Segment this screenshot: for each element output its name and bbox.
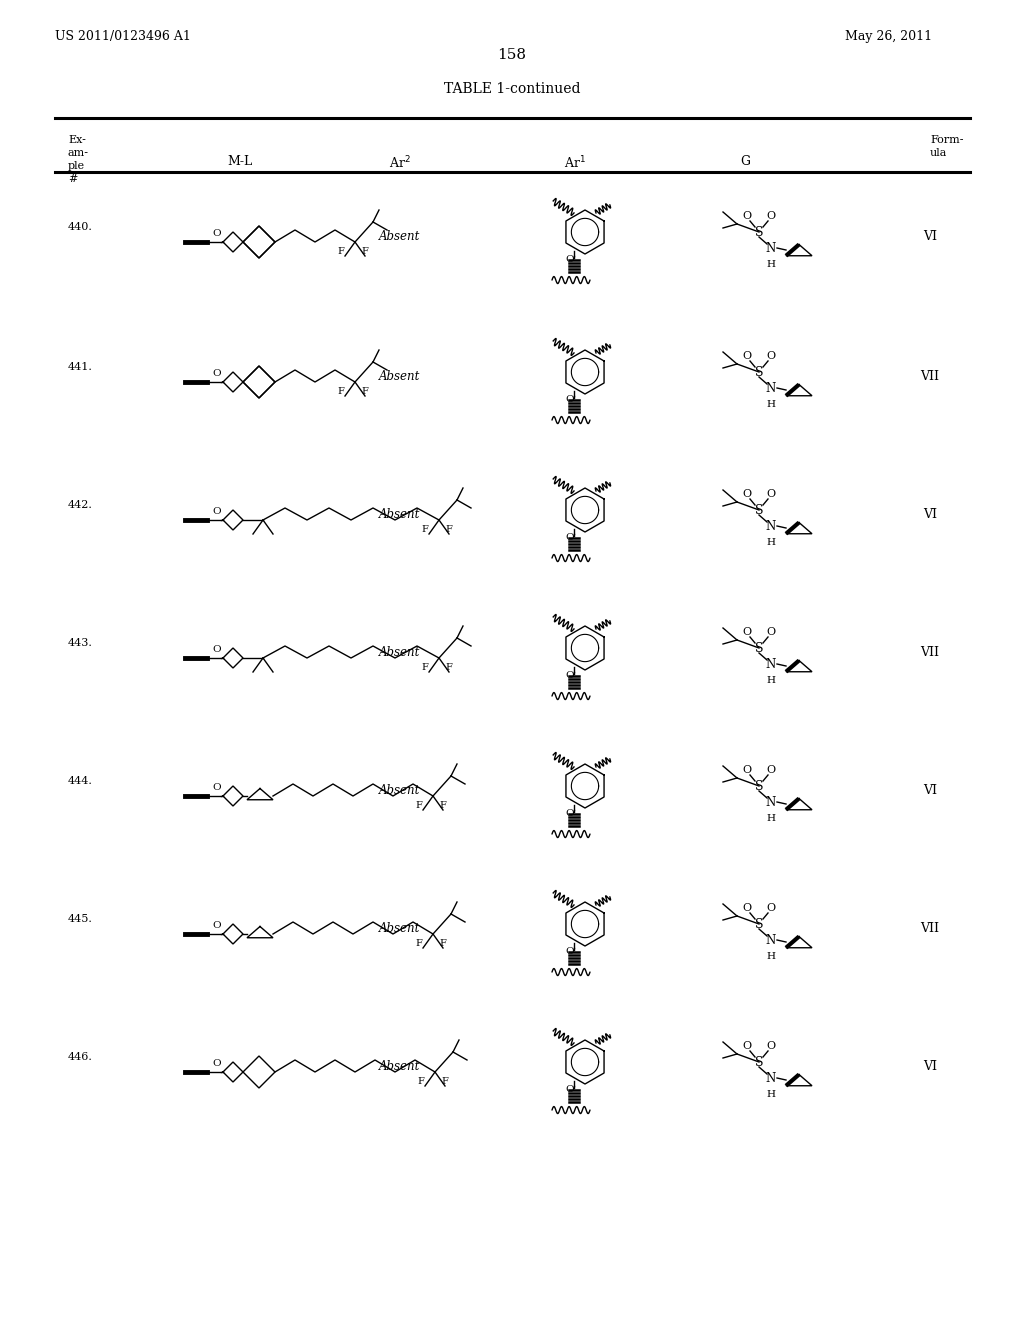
Text: am-: am- (68, 148, 89, 158)
Text: O: O (565, 809, 574, 818)
Text: S: S (755, 780, 763, 792)
Text: O: O (742, 627, 752, 638)
Text: O: O (565, 1085, 574, 1094)
Text: US 2011/0123496 A1: US 2011/0123496 A1 (55, 30, 190, 44)
Text: O: O (212, 644, 221, 653)
Text: S: S (755, 642, 763, 655)
Text: Ex-: Ex- (68, 135, 86, 145)
Text: F: F (337, 387, 344, 396)
Text: F: F (445, 525, 452, 535)
Text: Ar$^1$: Ar$^1$ (564, 154, 586, 172)
Text: O: O (742, 903, 752, 913)
Text: H: H (767, 676, 775, 685)
Text: TABLE 1-continued: TABLE 1-continued (443, 82, 581, 96)
Text: O: O (212, 1059, 221, 1068)
Text: H: H (767, 539, 775, 546)
Text: O: O (766, 766, 775, 775)
Text: F: F (439, 939, 445, 948)
Text: H: H (767, 260, 775, 269)
Text: O: O (766, 351, 775, 360)
Text: N: N (766, 381, 776, 395)
Text: H: H (767, 1090, 775, 1100)
Text: 446.: 446. (68, 1052, 93, 1063)
Text: O: O (766, 903, 775, 913)
Text: F: F (415, 801, 422, 810)
Text: M-L: M-L (227, 154, 253, 168)
Text: VI: VI (923, 231, 937, 243)
Text: VII: VII (921, 647, 939, 660)
Text: N: N (766, 933, 776, 946)
Text: O: O (766, 488, 775, 499)
Text: O: O (565, 946, 574, 956)
Text: F: F (337, 247, 344, 256)
Text: O: O (565, 671, 574, 680)
Text: F: F (421, 663, 428, 672)
Text: G: G (740, 154, 750, 168)
Text: Absent: Absent (379, 647, 421, 660)
Text: F: F (441, 1077, 447, 1086)
Text: Absent: Absent (379, 784, 421, 797)
Text: O: O (766, 1041, 775, 1051)
Text: H: H (767, 400, 775, 409)
Text: O: O (742, 351, 752, 360)
Text: F: F (421, 525, 428, 535)
Text: N: N (766, 242, 776, 255)
Text: N: N (766, 520, 776, 532)
Text: VII: VII (921, 371, 939, 384)
Text: ple: ple (68, 161, 85, 172)
Text: VI: VI (923, 784, 937, 797)
Text: N: N (766, 796, 776, 808)
Text: Ar$^2$: Ar$^2$ (389, 154, 411, 172)
Text: Absent: Absent (379, 923, 421, 936)
Text: 443.: 443. (68, 638, 93, 648)
Text: S: S (755, 226, 763, 239)
Text: 445.: 445. (68, 913, 93, 924)
Text: F: F (415, 939, 422, 948)
Text: #: # (68, 174, 78, 183)
Text: O: O (565, 533, 574, 543)
Text: Absent: Absent (379, 1060, 421, 1073)
Text: F: F (445, 663, 452, 672)
Text: N: N (766, 657, 776, 671)
Text: 442.: 442. (68, 500, 93, 510)
Text: O: O (766, 627, 775, 638)
Text: 444.: 444. (68, 776, 93, 785)
Text: O: O (565, 255, 574, 264)
Text: VI: VI (923, 1060, 937, 1073)
Text: Absent: Absent (379, 508, 421, 521)
Text: O: O (212, 370, 221, 379)
Text: F: F (361, 387, 368, 396)
Text: 440.: 440. (68, 222, 93, 232)
Text: O: O (212, 230, 221, 239)
Text: O: O (766, 211, 775, 220)
Text: O: O (212, 920, 221, 929)
Text: H: H (767, 814, 775, 822)
Text: S: S (755, 917, 763, 931)
Text: O: O (742, 488, 752, 499)
Text: Absent: Absent (379, 371, 421, 384)
Text: F: F (417, 1077, 424, 1086)
Text: F: F (361, 247, 368, 256)
Text: H: H (767, 952, 775, 961)
Text: ula: ula (930, 148, 947, 158)
Text: O: O (742, 1041, 752, 1051)
Text: O: O (212, 783, 221, 792)
Text: O: O (565, 395, 574, 404)
Text: N: N (766, 1072, 776, 1085)
Text: O: O (212, 507, 221, 516)
Text: S: S (755, 366, 763, 379)
Text: 441.: 441. (68, 362, 93, 372)
Text: Absent: Absent (379, 231, 421, 243)
Text: May 26, 2011: May 26, 2011 (845, 30, 932, 44)
Text: F: F (439, 801, 445, 810)
Text: S: S (755, 1056, 763, 1068)
Text: VI: VI (923, 508, 937, 521)
Text: O: O (742, 766, 752, 775)
Text: O: O (742, 211, 752, 220)
Text: Form-: Form- (930, 135, 964, 145)
Text: VII: VII (921, 923, 939, 936)
Text: S: S (755, 503, 763, 516)
Text: 158: 158 (498, 48, 526, 62)
